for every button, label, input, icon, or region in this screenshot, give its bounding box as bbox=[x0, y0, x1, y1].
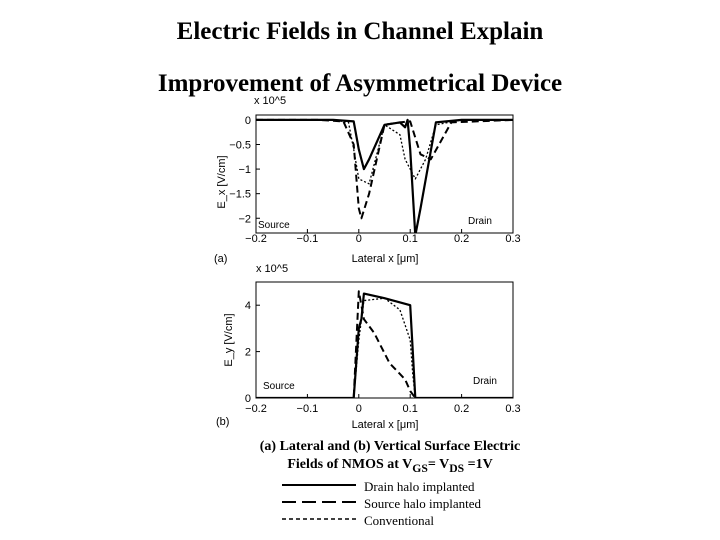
legend-label-source-halo: Source halo implanted bbox=[364, 496, 481, 511]
chart2-x-tick-label: 0.1 bbox=[403, 403, 418, 415]
chart1-series-solid-line bbox=[256, 118, 513, 233]
chart2-x-tick-label: −0.1 bbox=[297, 403, 319, 415]
chart2-panel-label: (b) bbox=[216, 416, 229, 428]
chart1-x-tick-label: 0 bbox=[356, 233, 362, 245]
caption-line2: Fields of NMOS at VGS= VDS =1V bbox=[210, 456, 570, 478]
chart1-x-axis-label: Lateral x [μm] bbox=[352, 253, 419, 265]
caption-mid-text: = V bbox=[427, 457, 450, 472]
chart2-source-annotation: Source bbox=[263, 381, 295, 392]
slide-title-line2: Improvement of Asymmetrical Device bbox=[157, 70, 563, 97]
chart1-y-tick-label: −0.5 bbox=[229, 140, 251, 152]
chart1-x-tick-label: −0.1 bbox=[297, 233, 319, 245]
chart2-x-axis-label: Lateral x [μm] bbox=[352, 419, 419, 431]
chart1-x-tick-label: 0.1 bbox=[403, 233, 418, 245]
chart1-x-tick-label: 0.2 bbox=[454, 233, 469, 245]
caption-gs-subscript: GS bbox=[412, 461, 428, 475]
chart2-drain-annotation: Drain bbox=[473, 376, 497, 387]
chart1-series-dotted-line bbox=[256, 119, 513, 185]
chart2-plot-frame bbox=[255, 281, 514, 399]
legend-line-dotted bbox=[282, 518, 356, 520]
chart1-y-tick-label: 0 bbox=[245, 115, 251, 127]
chart1-y-axis-label: E_x [V/cm] bbox=[216, 155, 228, 208]
chart1-y-tick-label: −2 bbox=[238, 213, 251, 225]
legend-label-drain-halo: Drain halo implanted bbox=[364, 479, 475, 494]
chart2-y-tick-label: 4 bbox=[245, 300, 251, 312]
chart1-series-dashed-line bbox=[256, 118, 513, 220]
chart2-y-axis-label: E_y [V/cm] bbox=[223, 313, 235, 366]
caption-ds-subscript: DS bbox=[449, 461, 465, 475]
chart1-exponent-label: x 10^5 bbox=[254, 95, 286, 107]
chart1-panel-label: (a) bbox=[214, 253, 227, 265]
caption-line2-text: Fields of NMOS at V bbox=[287, 457, 413, 472]
legend-label-conventional: Conventional bbox=[364, 513, 435, 528]
chart1-x-tick-label: −0.2 bbox=[245, 233, 267, 245]
chart2-series-dashed-line bbox=[256, 290, 513, 398]
chart2-x-tick-label: 0.2 bbox=[454, 403, 469, 415]
chart2-exponent-label: x 10^5 bbox=[256, 263, 288, 275]
chart1-plot-frame bbox=[255, 114, 514, 234]
legend-line-dashed bbox=[282, 501, 356, 503]
legend-line-solid bbox=[282, 484, 356, 486]
figure-caption: (a) Lateral and (b) Vertical Surface Ele… bbox=[210, 438, 570, 478]
caption-post-text: =1V bbox=[464, 457, 493, 472]
chart1-drain-annotation: Drain bbox=[468, 216, 492, 227]
chart1-y-tick-label: −1 bbox=[238, 164, 251, 176]
chart2-x-tick-label: 0 bbox=[356, 403, 362, 415]
slide-title-line1: Electric Fields in Channel Explain bbox=[176, 18, 544, 45]
chart1-source-annotation: Source bbox=[258, 220, 290, 231]
chart2-y-tick-label: 0 bbox=[245, 393, 251, 405]
chart1-x-tick-label: 0.3 bbox=[505, 233, 520, 245]
caption-line1: (a) Lateral and (b) Vertical Surface Ele… bbox=[259, 439, 521, 454]
chart2-x-tick-label: −0.2 bbox=[245, 403, 267, 415]
chart1-y-tick-label: −1.5 bbox=[229, 189, 251, 201]
chart2-y-tick-label: 2 bbox=[245, 347, 251, 359]
chart2-x-tick-label: 0.3 bbox=[505, 403, 520, 415]
